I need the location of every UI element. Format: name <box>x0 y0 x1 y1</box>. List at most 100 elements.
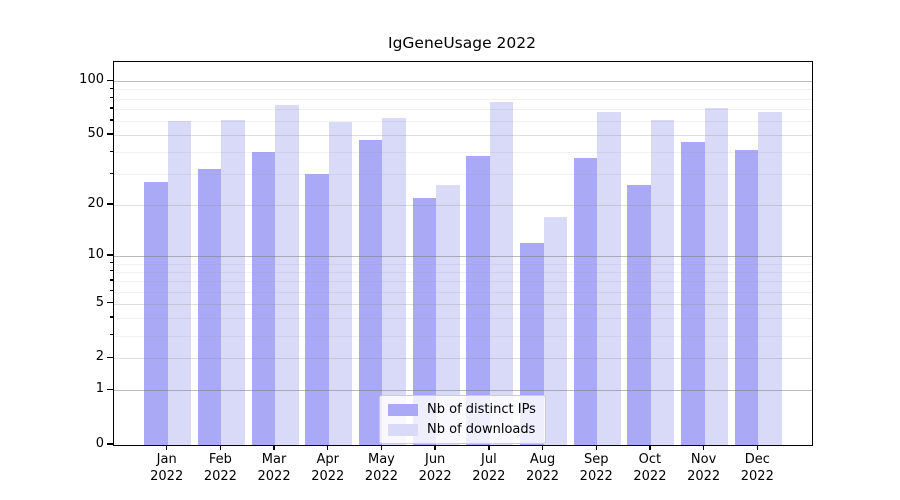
y-tick-label-1: 1 <box>95 381 104 397</box>
bar-downloads-mar <box>275 104 299 445</box>
y-minor-tick-mark-4 <box>109 316 113 318</box>
x-tick-label-nov: Nov 2022 <box>687 452 721 484</box>
gridline-1 <box>114 390 812 392</box>
x-tick-mark-feb <box>219 445 222 450</box>
legend-item-distinct-ips: Nb of distinct IPs <box>388 402 536 417</box>
gridline-90 <box>114 89 812 91</box>
bar-distinct-ips-mar <box>251 152 276 445</box>
x-tick-label-jun: Jun 2022 <box>418 452 452 484</box>
plot-area: Nb of distinct IPs Nb of downloads <box>113 61 813 446</box>
bar-downloads-feb <box>221 119 245 445</box>
y-tick-mark-20 <box>107 203 113 205</box>
x-tick-label-jan: Jan 2022 <box>150 452 184 484</box>
bar-downloads-jun <box>436 185 460 445</box>
legend-swatch-distinct-ips <box>388 403 418 416</box>
x-tick-label-jul: Jul 2022 <box>472 452 506 484</box>
y-minor-tick-mark-60 <box>109 119 113 121</box>
bar-downloads-aug <box>543 217 568 445</box>
chart-title: IgGeneUsage 2022 <box>388 34 536 52</box>
x-tick-label-may: May 2022 <box>364 452 398 484</box>
y-tick-label-5: 5 <box>95 294 104 310</box>
bar-distinct-ips-feb <box>197 169 222 445</box>
bar-downloads-apr <box>328 122 353 445</box>
y-tick-label-0: 0 <box>95 436 104 451</box>
gridline-100 <box>114 81 812 83</box>
y-tick-label-100: 100 <box>79 72 104 88</box>
gridline-40 <box>114 152 812 154</box>
y-minor-tick-mark-6 <box>109 289 113 292</box>
y-minor-tick-mark-90 <box>109 87 113 90</box>
y-minor-tick-mark-40 <box>109 150 113 152</box>
bar-distinct-ips-jul <box>466 156 490 445</box>
gridline-3 <box>114 335 812 337</box>
x-tick-mark-may <box>380 445 383 450</box>
y-tick-mark-0 <box>107 443 113 445</box>
y-minor-tick-mark-30 <box>109 172 113 174</box>
x-tick-mark-jan <box>165 445 168 450</box>
x-tick-mark-sep <box>595 445 597 450</box>
x-tick-mark-dec <box>756 445 758 450</box>
x-tick-mark-apr <box>327 445 329 450</box>
bar-distinct-ips-jun <box>412 197 437 445</box>
y-tick-mark-100 <box>107 79 113 81</box>
bar-downloads-sep <box>597 112 621 445</box>
x-tick-label-aug: Aug 2022 <box>525 452 560 484</box>
legend-label-downloads: Nb of downloads <box>427 422 536 437</box>
bar-downloads-dec <box>758 112 782 445</box>
x-tick-label-oct: Oct 2022 <box>633 452 667 484</box>
y-tick-label-10: 10 <box>87 246 104 262</box>
gridline-8 <box>114 271 812 273</box>
y-tick-label-2: 2 <box>95 349 104 365</box>
y-minor-tick-mark-3 <box>109 334 113 336</box>
legend-item-downloads: Nb of downloads <box>388 422 536 437</box>
x-tick-mark-oct <box>649 445 651 450</box>
y-tick-mark-5 <box>107 302 113 304</box>
y-minor-tick-mark-70 <box>109 107 113 109</box>
gridline-2 <box>114 358 812 360</box>
x-tick-mark-jul <box>488 445 490 450</box>
bar-distinct-ips-apr <box>305 174 329 445</box>
gridline-7 <box>114 281 812 283</box>
bar-distinct-ips-oct <box>627 185 651 445</box>
y-minor-tick-mark-8 <box>109 270 113 272</box>
legend-label-distinct-ips: Nb of distinct IPs <box>427 402 536 417</box>
gridline-70 <box>114 108 812 110</box>
bar-downloads-oct <box>650 119 675 445</box>
y-minor-tick-mark-7 <box>109 279 113 281</box>
gridline-50 <box>114 135 812 137</box>
y-tick-mark-2 <box>107 356 113 359</box>
bar-downloads-jul <box>489 101 514 445</box>
bar-distinct-ips-jan <box>144 182 168 445</box>
y-tick-label-50: 50 <box>87 126 104 142</box>
gridline-30 <box>114 174 812 176</box>
bar-downloads-nov <box>704 107 729 445</box>
bar-distinct-ips-may <box>358 139 383 445</box>
gridline-10 <box>114 255 812 257</box>
x-tick-mark-mar <box>273 445 275 450</box>
x-tick-mark-aug <box>541 445 544 450</box>
x-tick-mark-jun <box>434 445 436 450</box>
bar-distinct-ips-dec <box>734 150 759 445</box>
gridline-20 <box>114 205 812 207</box>
bar-distinct-ips-nov <box>681 141 705 445</box>
legend: Nb of distinct IPs Nb of downloads <box>379 395 546 444</box>
x-tick-mark-nov <box>702 445 705 450</box>
bar-downloads-jan <box>167 120 192 445</box>
y-minor-tick-mark-9 <box>109 261 113 264</box>
gridline-80 <box>114 98 812 100</box>
gridline-4 <box>114 318 812 320</box>
x-tick-label-sep: Sep 2022 <box>579 452 613 484</box>
bar-downloads-may <box>382 118 406 445</box>
y-minor-tick-mark-80 <box>109 96 113 99</box>
y-tick-mark-50 <box>107 133 113 135</box>
gridline-60 <box>114 120 812 122</box>
gridline-5 <box>114 303 812 305</box>
x-tick-label-apr: Apr 2022 <box>311 452 345 484</box>
legend-swatch-downloads <box>388 423 418 436</box>
y-tick-label-20: 20 <box>87 196 104 212</box>
y-tick-mark-1 <box>107 388 113 391</box>
x-tick-label-feb: Feb 2022 <box>203 452 237 484</box>
bar-distinct-ips-aug <box>520 242 544 445</box>
gridline-9 <box>114 263 812 265</box>
bar-distinct-ips-sep <box>573 158 598 445</box>
